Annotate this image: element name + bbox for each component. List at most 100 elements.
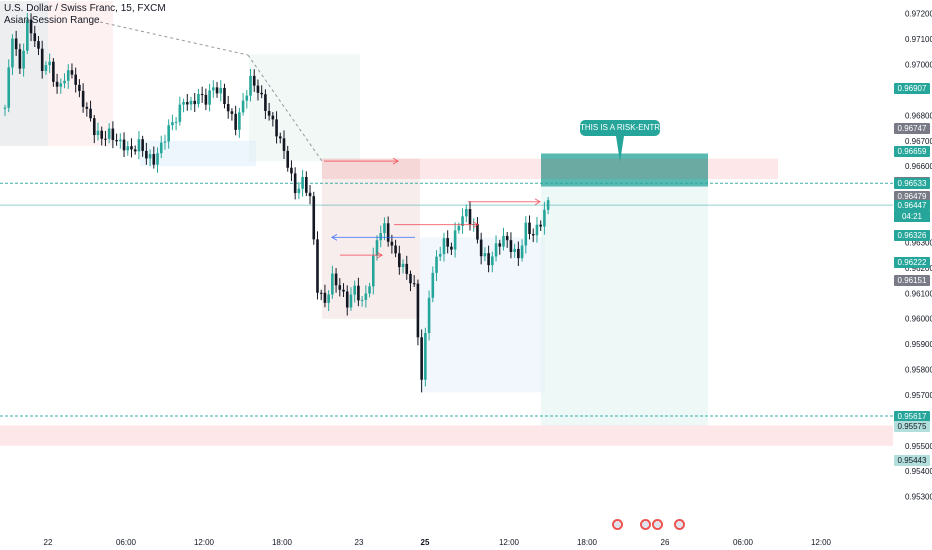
time-tick-label: 23: [355, 538, 364, 547]
candle-body: [301, 176, 304, 189]
price-tag: 0.96151: [894, 274, 930, 286]
candle-body: [92, 118, 96, 136]
candle-body: [156, 153, 159, 165]
candle-body: [513, 248, 516, 252]
drawing-zone: [140, 140, 256, 167]
drawing-zone: [322, 158, 420, 319]
risk-entry-callout[interactable]: THIS IS A RISK-ENTRY: [580, 120, 665, 136]
candle-body: [122, 139, 126, 151]
candle-body: [491, 256, 494, 266]
candle-body: [96, 130, 100, 136]
candle-body: [375, 240, 379, 256]
candle-body: [230, 111, 234, 114]
callout-pointer: [616, 136, 624, 162]
drawing-zone: [48, 1, 113, 146]
drawing-zone: [322, 158, 420, 319]
price-tick-label: 0.95500: [905, 442, 932, 451]
candle-body: [349, 294, 353, 308]
candle-body: [305, 176, 308, 193]
drawing-zone: [541, 153, 708, 426]
candle-body: [524, 222, 528, 246]
candle-body: [11, 38, 14, 68]
time-tick-label: 12:00: [499, 538, 520, 547]
time-tick-label: 18:00: [577, 538, 598, 547]
candle-body: [316, 239, 319, 293]
candle-body: [342, 289, 345, 292]
price-tag: 0.95575: [894, 421, 930, 433]
candle-body: [78, 84, 81, 91]
candle-body: [212, 87, 215, 91]
indicator-label[interactable]: Asian Session Range: [4, 15, 100, 26]
candle-body: [364, 293, 368, 300]
price-tag: 0.96533: [894, 177, 930, 189]
candle-body: [249, 75, 252, 96]
candle-body: [546, 200, 550, 210]
event-flag-icon[interactable]: [674, 519, 686, 530]
candle-body: [483, 253, 487, 257]
candle-body: [412, 283, 416, 285]
candle-body: [282, 138, 286, 151]
candle-body: [37, 41, 40, 49]
candle-body: [18, 49, 22, 69]
arrow-head: [534, 198, 541, 206]
price-tag: 0.96907: [894, 82, 930, 94]
candle-body: [55, 81, 59, 87]
arrow-head: [331, 233, 338, 241]
candle-body: [446, 238, 449, 247]
candle-body: [104, 138, 107, 140]
candle-body: [171, 122, 174, 126]
event-flag-icon[interactable]: [640, 519, 664, 530]
candle-body: [100, 130, 104, 139]
candle-body: [260, 92, 263, 95]
candle-body: [345, 291, 349, 308]
candle-body: [66, 70, 70, 81]
candle-body: [238, 112, 241, 130]
candle-body: [119, 139, 122, 142]
candle-body: [133, 149, 137, 152]
candle-body: [424, 333, 427, 380]
candle-body: [368, 286, 371, 294]
candle-body: [494, 243, 498, 257]
candle-body: [468, 209, 472, 225]
candle-body: [271, 115, 275, 120]
price-tick-label: 0.97000: [905, 61, 932, 70]
candle-body: [223, 87, 226, 105]
candle-body: [14, 38, 18, 50]
candle-body: [137, 139, 141, 152]
candle-body: [390, 241, 394, 246]
time-tick-label: 06:00: [116, 538, 137, 547]
candle-body: [141, 139, 144, 151]
candle-body: [219, 87, 223, 94]
candle-body: [442, 238, 446, 255]
time-tick-label: 18:00: [272, 538, 293, 547]
candle-body: [405, 263, 409, 274]
candle-body: [293, 173, 297, 194]
candle-body: [189, 100, 193, 105]
candle-body: [241, 100, 245, 113]
zones-layer: [0, 1, 893, 446]
candle-body: [398, 253, 401, 268]
candle-body: [386, 223, 390, 242]
candle-body: [126, 146, 130, 151]
time-tick-label: 12:00: [811, 538, 832, 547]
candle-body: [234, 113, 237, 130]
event-flag-icon[interactable]: [612, 519, 624, 530]
candle-body: [327, 294, 330, 303]
price-tick-label: 0.96800: [905, 111, 932, 120]
time-axis[interactable]: 22 06:00 12:00 18:00 23 25 12:00 18:00 26 06:00 12…: [44, 538, 832, 547]
price-tag: 0.96479: [894, 191, 930, 203]
price-tick-label: 0.96300: [905, 238, 932, 247]
candle-body: [245, 95, 249, 101]
candle-body: [204, 94, 208, 105]
candle-body: [200, 94, 204, 96]
candle-body: [509, 240, 513, 252]
candle-body: [111, 128, 115, 141]
candle-body: [193, 100, 197, 105]
drawing-zone: [322, 158, 778, 179]
price-tick-label: 0.96700: [905, 137, 932, 146]
arrows-layer: [324, 157, 541, 259]
price-tick-label: 0.96200: [905, 264, 932, 273]
candle-body: [502, 235, 505, 247]
price-axis[interactable]: 0.97200 0.97100 0.97000 0.96800 0.96700 0.966…: [905, 10, 932, 502]
